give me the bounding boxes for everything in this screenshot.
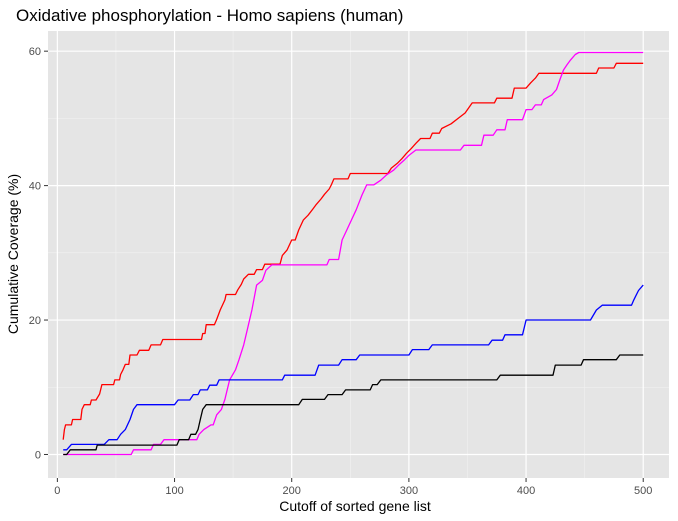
- y-tick-label: 0: [35, 449, 41, 461]
- x-tick-label: 100: [165, 485, 183, 497]
- y-tick-label: 20: [29, 315, 41, 327]
- y-axis: 0 20 40 60: [29, 46, 48, 461]
- x-tick-label: 0: [54, 485, 60, 497]
- grid-minor: [48, 31, 669, 478]
- plot-panel: [48, 31, 669, 478]
- x-axis-title: Cutoff of sorted gene list: [279, 498, 431, 514]
- x-axis: 0 100 200 300 400 500: [54, 478, 652, 497]
- x-tick-label: 400: [517, 485, 535, 497]
- x-tick-label: 300: [400, 485, 418, 497]
- series-layer: [62, 51, 644, 456]
- chart-title: Oxidative phosphorylation - Homo sapiens…: [16, 6, 403, 25]
- grid-major: [48, 31, 669, 478]
- series-line-1: [62, 62, 644, 440]
- series-line-2: [63, 51, 644, 456]
- y-tick-label: 60: [29, 46, 41, 58]
- x-tick-label: 200: [283, 485, 301, 497]
- series-line-3: [63, 284, 644, 451]
- series-line-4: [63, 354, 644, 456]
- y-tick-label: 40: [29, 181, 41, 193]
- x-tick-label: 500: [634, 485, 652, 497]
- y-axis-title: Cumulative Coverage (%): [5, 174, 21, 334]
